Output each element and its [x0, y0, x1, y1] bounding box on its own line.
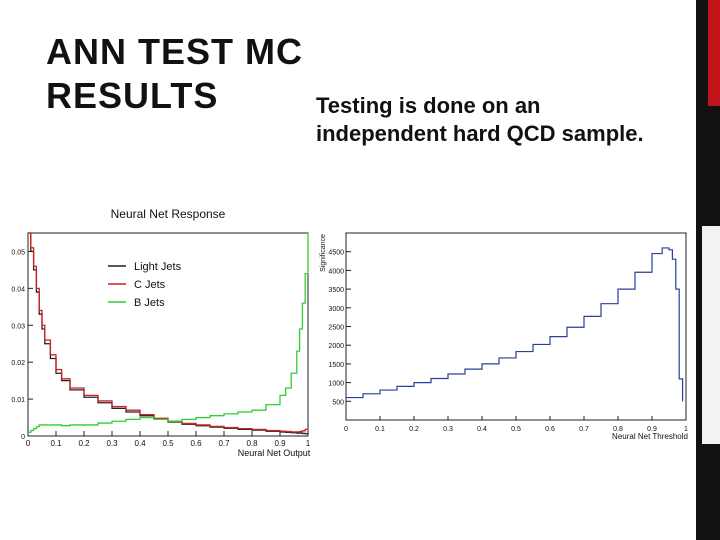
chart2-ytick-label: 500: [332, 399, 344, 406]
page-number: 21: [695, 480, 720, 506]
slide-title: ANN TEST MC RESULTS: [46, 31, 303, 116]
chart1-xtick-label: 0.8: [246, 439, 258, 448]
chart1-ytick-label: 0.04: [11, 286, 25, 293]
chart2-xtick-label: 1: [684, 426, 688, 433]
chart2-ytick-label: 1000: [328, 381, 344, 388]
chart2-xtick-label: 0.9: [647, 426, 657, 433]
chart2-series: [346, 247, 684, 402]
chart2-ylabel: Significance: [320, 234, 327, 272]
chart2-ytick-label: 2000: [328, 343, 344, 350]
chart2-xtick-label: 0.5: [511, 426, 521, 433]
chart2-xtick-label: 0.3: [443, 426, 453, 433]
chart2-xtick-label: 0.4: [477, 426, 487, 433]
chart1-legend-label: C Jets: [134, 279, 166, 291]
chart1-legend-label: Light Jets: [134, 261, 182, 273]
chart1-xtick-label: 0.6: [190, 439, 202, 448]
chart2-frame: [345, 232, 687, 421]
chart2-ytick-label: 2500: [328, 325, 344, 332]
chart1-ytick-label: 0.05: [11, 249, 25, 256]
chart2-xtick-label: 0.2: [409, 426, 419, 433]
slide-edge-accent: [708, 0, 720, 106]
significance-chart: Neural Net Threshold Significance 0 0.1 0.…: [320, 232, 688, 441]
chart2-ytick-label: 1500: [328, 362, 344, 369]
chart2-xtick-label: 0.6: [545, 426, 555, 433]
chart2-ytick-label: 4000: [328, 268, 344, 275]
chart2-xtick-label: 0.1: [375, 426, 385, 433]
chart1-xtick-label: 0.1: [50, 439, 62, 448]
chart1-xtick-label: 1: [306, 439, 311, 448]
chart2-ytick-label: 4500: [328, 250, 344, 257]
chart1-xtick-label: 0.3: [106, 439, 118, 448]
chart1-xlabel: Neural Net Output: [238, 448, 311, 458]
chart1-xtick-label: 0.4: [134, 439, 146, 448]
chart2-xlabel: Neural Net Threshold: [612, 432, 688, 441]
chart2-xtick-label: 0.7: [579, 426, 589, 433]
slide-edge-panel: [702, 226, 720, 444]
chart2-ytick-label: 3500: [328, 287, 344, 294]
chart1-ytick-label: 0.03: [11, 323, 25, 330]
chart1-ytick-label: 0: [21, 434, 25, 441]
chart1-ytick-label: 0.02: [11, 360, 25, 367]
chart2-ytick-label: 3000: [328, 306, 344, 313]
slide-subtitle: Testing is done on an independent hard Q…: [316, 93, 644, 146]
chart1-xtick-label: 0.9: [274, 439, 286, 448]
chart1-series-2: [28, 233, 309, 433]
chart1-xtick-label: 0: [26, 439, 31, 448]
chart1-xtick-label: 0.2: [78, 439, 90, 448]
chart1-title: Neural Net Response: [111, 207, 226, 221]
chart1-xtick-label: 0.5: [162, 439, 174, 448]
chart1-xtick-label: 0.7: [218, 439, 230, 448]
chart1-legend-label: B Jets: [134, 297, 165, 309]
chart2-xtick-label: 0.8: [613, 426, 623, 433]
chart1-ytick-label: 0.01: [11, 397, 25, 404]
chart1-series-1: [28, 232, 309, 433]
chart2-xtick-label: 0: [344, 426, 348, 433]
